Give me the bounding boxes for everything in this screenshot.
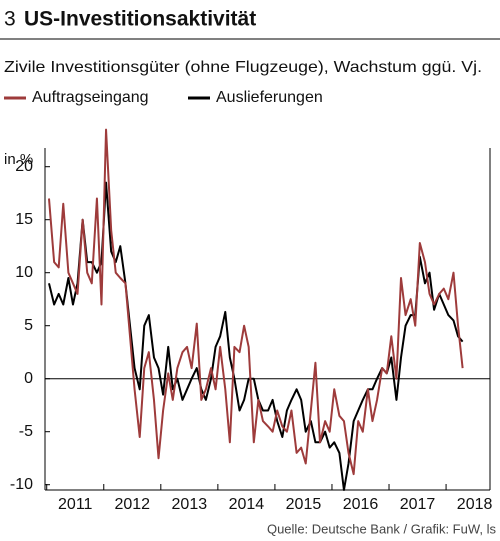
y-unit: in % [4, 151, 33, 168]
chart-title: US-Investitionsaktivität [24, 8, 256, 31]
y-tick-label: -5 [19, 423, 33, 440]
x-tick-label: 2013 [172, 496, 208, 513]
subtitle: Zivile Investitionsgüter (ohne Flugzeuge… [4, 59, 482, 76]
x-tick-label: 2012 [114, 496, 150, 513]
x-tick-label: 2014 [229, 496, 265, 513]
source: Quelle: Deutsche Bank / Grafik: FuW, ls [267, 521, 497, 536]
legend-label: Auftragseingang [32, 89, 149, 106]
chart-number: 3 [4, 8, 16, 31]
series-line [48, 181, 464, 491]
x-tick-label: 2017 [400, 496, 436, 513]
y-tick-label: 5 [24, 317, 33, 334]
y-tick-label: 0 [24, 370, 33, 387]
x-tick-label: 2011 [58, 496, 93, 513]
series-line [47, 128, 464, 476]
y-tick-label: 20 [15, 158, 33, 175]
y-tick-label: 15 [15, 211, 33, 228]
x-tick-label: 2015 [286, 496, 322, 513]
x-tick-label: 2018 [457, 496, 493, 513]
x-tick-label: 2016 [343, 496, 379, 513]
y-tick-label: 10 [15, 264, 33, 281]
legend-label: Auslieferungen [216, 89, 323, 106]
y-tick-label: -10 [10, 476, 33, 493]
